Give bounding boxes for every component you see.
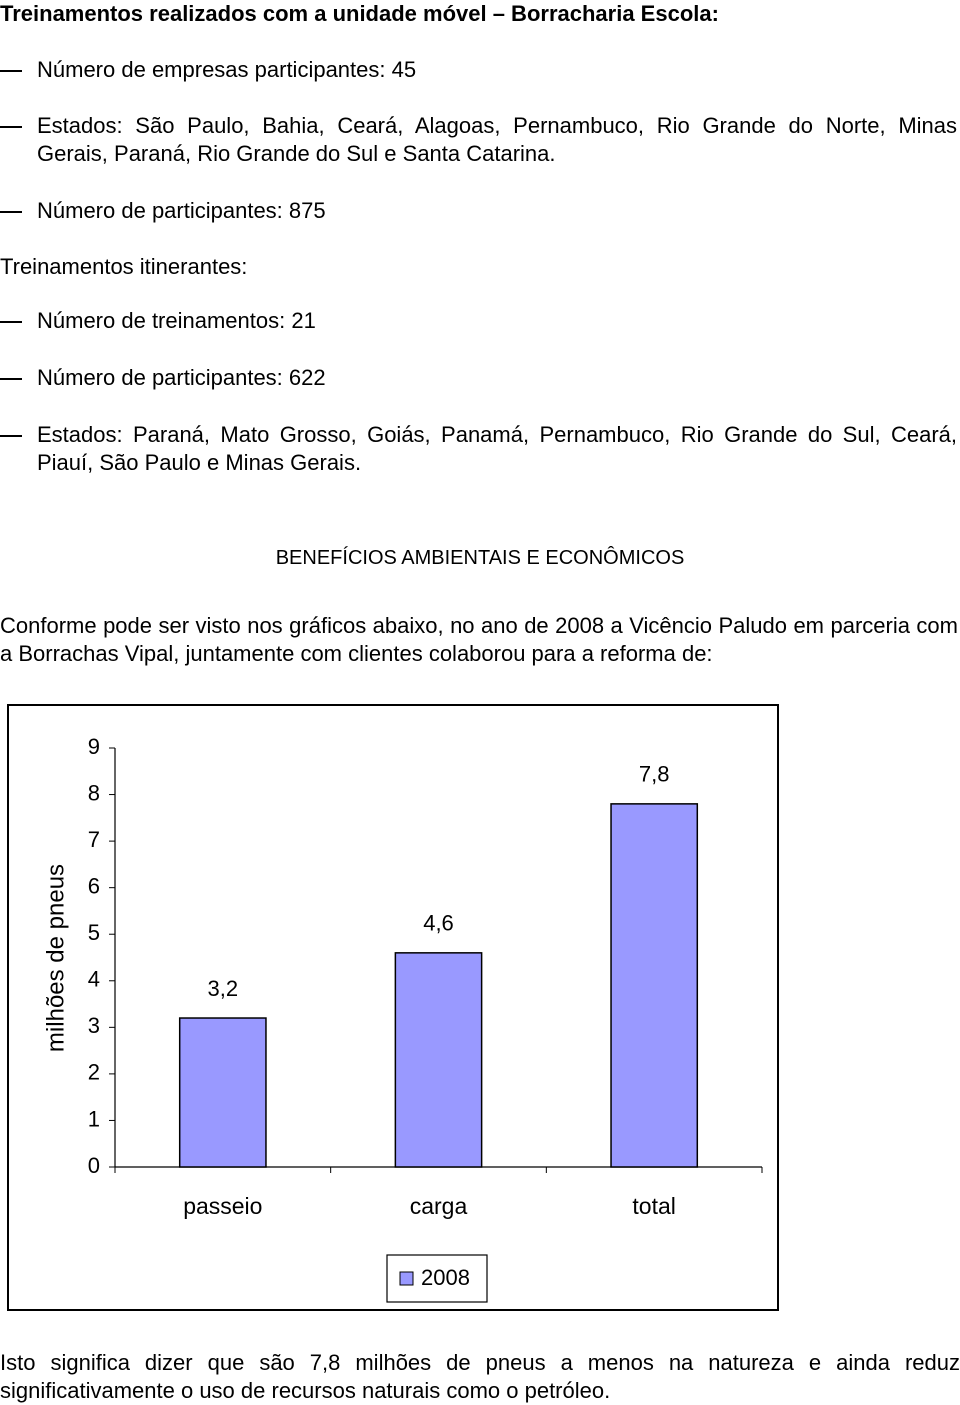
list-item: Número de participantes: 875 [37,198,326,223]
x-tick-label: total [632,1193,675,1219]
heading: Treinamentos realizados com a unidade mó… [0,1,719,26]
data-label: 7,8 [639,762,670,787]
section-title: BENEFÍCIOS AMBIENTAIS E ECONÔMICOS [275,547,685,569]
data-label: 3,2 [208,976,239,1001]
heading: Treinamentos itinerantes: [0,254,248,279]
bar [394,952,483,1168]
list-item: Número de empresas participantes: 45 [37,57,417,82]
legend-label: 2008 [421,1265,470,1290]
list-item: Estados: São Paulo, Bahia, Ceará, Alagoa… [37,113,957,166]
bullet [0,321,22,323]
legend-frame [386,1254,488,1303]
y-axis-label: milhões de pneus [42,864,69,1052]
paragraph: Conforme pode ser visto nos gráficos aba… [0,613,958,666]
y-tick-label: 1 [88,1106,100,1131]
y-tick-label: 0 [88,1153,100,1178]
y-tick-label: 9 [88,734,100,759]
y-tick-label: 8 [88,780,100,805]
list-item: Estados: Paraná, Mato Grosso, Goiás, Pan… [37,422,957,475]
y-tick-label: 5 [88,920,100,945]
y-tick-label: 4 [88,967,100,992]
chart-frame [7,704,779,1311]
paragraph: Isto significa dizer que são 7,8 milhões… [0,1350,960,1403]
list-item: Número de participantes: 622 [37,365,326,390]
y-tick-label: 2 [88,1060,100,1085]
x-tick-label: carga [410,1193,468,1219]
y-tick-label: 6 [88,873,100,898]
y-tick-label: 7 [88,827,100,852]
list-item: Número de treinamentos: 21 [37,308,316,333]
bullet [0,70,22,72]
bullet [0,378,22,380]
legend-swatch [399,1271,414,1286]
data-label: 4,6 [423,911,454,936]
x-tick-label: passeio [183,1193,262,1219]
bar [610,803,699,1168]
bullet [0,211,22,213]
bullet [0,435,22,437]
bullet [0,126,22,128]
bar [178,1017,267,1168]
y-tick-label: 3 [88,1013,100,1038]
